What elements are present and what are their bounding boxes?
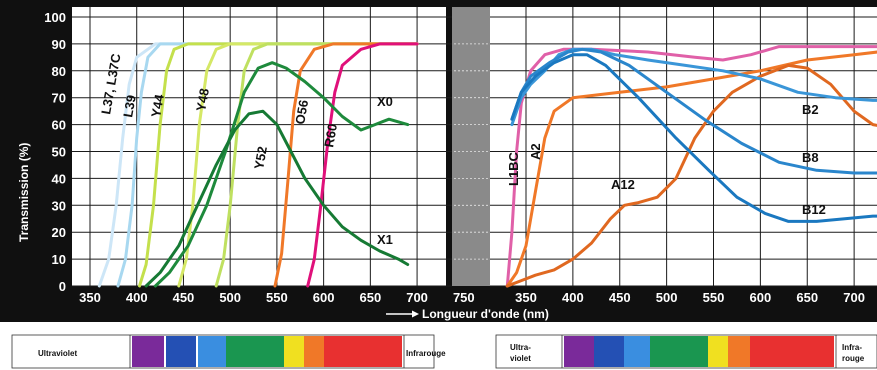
grid-lines: [72, 7, 877, 287]
spectrum-uv-right-1: Ultra-: [510, 343, 531, 352]
spectrum-band: [284, 336, 304, 367]
curve-y44: [138, 42, 419, 288]
spectrum-strip: Ultraviolet Infrarouge Ultra- violet Inf…: [0, 322, 877, 370]
x-tick-label-left: 350: [79, 290, 101, 305]
y-tick-label: 70: [52, 91, 66, 106]
x-tick-label-left: 500: [219, 290, 241, 305]
label-y44: Y44: [148, 92, 167, 118]
x-axis-arrowhead: [412, 310, 419, 318]
curve-l37-l37c: [97, 42, 419, 288]
spectrum-frame-left: [11, 334, 435, 369]
label-x0: X0: [377, 94, 393, 109]
spectrum-band: [198, 336, 226, 367]
x-tick-label-right: 350: [515, 290, 537, 305]
spectrum-band: [728, 336, 750, 367]
label-l1bc: L1BC: [506, 151, 521, 186]
y-tick-label: 20: [52, 225, 66, 240]
curve-o56: [273, 42, 419, 288]
curve-x1: [144, 109, 410, 288]
label-x1: X1: [377, 232, 393, 247]
curve-b12: [510, 53, 877, 223]
x-tick-label-left: 750: [453, 290, 475, 305]
right-curve-labels: L1BC A2 A12 B2 B8 B12: [506, 102, 826, 217]
x-tick-label-right: 550: [703, 290, 725, 305]
y-tick-label: 100: [44, 10, 66, 25]
x-tick-label-right: 500: [656, 290, 678, 305]
x-tick-label-right: 450: [609, 290, 631, 305]
spectrum-ir-right-2: rouge: [842, 354, 865, 363]
left-plot-area: [72, 7, 446, 286]
curve-r60: [306, 42, 419, 288]
y-axis-title: Transmission (%): [17, 143, 31, 242]
curve-b8: [510, 47, 877, 175]
spectrum-band: [594, 336, 624, 367]
curve-a2: [505, 50, 877, 288]
spectrum-uv-right-2: violet: [510, 354, 531, 363]
spectrum-band: [650, 336, 708, 367]
spectrum-band: [708, 336, 728, 367]
spectrum-uv-left: Ultraviolet: [38, 349, 77, 358]
gap-band: [452, 7, 490, 286]
label-a2: A2: [528, 143, 543, 160]
x-tick-label-left: 400: [126, 290, 148, 305]
curve-x0: [153, 61, 410, 288]
x-tick-label-right: 650: [796, 290, 818, 305]
label-b8: B8: [802, 150, 819, 165]
curve-b2: [510, 47, 877, 127]
curves-layer: [97, 42, 877, 288]
curve-y48: [177, 42, 419, 288]
y-tick-label: 30: [52, 198, 66, 213]
spectrum-bands: [132, 336, 834, 367]
curve-a12: [505, 63, 877, 288]
spectrum-band: [624, 336, 650, 367]
x-axis-title-group: Longueur d'onde (nm): [386, 307, 549, 321]
label-b2: B2: [802, 102, 819, 117]
y-tick-label: 90: [52, 37, 66, 52]
x-tick-label-right: 600: [750, 290, 772, 305]
y-tick-label: 0: [59, 279, 66, 294]
spectrum-band: [166, 336, 196, 367]
spectrum-band: [750, 336, 834, 367]
label-b12: B12: [802, 202, 826, 217]
x-tick-label-left: 450: [173, 290, 195, 305]
spectrum-ir-right-1: Infra-: [842, 343, 862, 352]
label-l39: L39: [120, 94, 139, 119]
spectrum-band: [304, 336, 324, 367]
y-tick-label: 40: [52, 171, 66, 186]
y-tick-label: 80: [52, 64, 66, 79]
x-axis-title: Longueur d'onde (nm): [422, 307, 549, 321]
x-tick-label-left: 600: [313, 290, 335, 305]
label-r60: R60: [321, 122, 340, 148]
label-o56: O56: [292, 99, 311, 126]
label-a12: A12: [611, 177, 635, 192]
y-tick-label: 50: [52, 145, 66, 160]
tick-labels: 0 10 20 30 40 50 60 70 80 90 100 350 400 450 500 550 600…: [44, 10, 865, 305]
x-tick-label-right: 700: [843, 290, 865, 305]
label-y52: Y52: [251, 145, 270, 170]
y-tick-label: 10: [52, 252, 66, 267]
spectrum-frame-right: [495, 334, 877, 369]
spectrum-ir-left: Infrarouge: [406, 349, 446, 358]
curve-l39: [116, 42, 419, 288]
label-y48: Y48: [193, 87, 212, 112]
spectrum-band: [226, 336, 284, 367]
x-tick-label-left: 550: [266, 290, 288, 305]
spectrum-band: [132, 336, 164, 367]
x-tick-label-right: 400: [562, 290, 584, 305]
x-tick-label-left: 700: [406, 290, 428, 305]
spectrum-band: [324, 336, 402, 367]
x-tick-label-left: 650: [359, 290, 381, 305]
y-tick-label: 60: [52, 118, 66, 133]
spectrum-band: [564, 336, 594, 367]
